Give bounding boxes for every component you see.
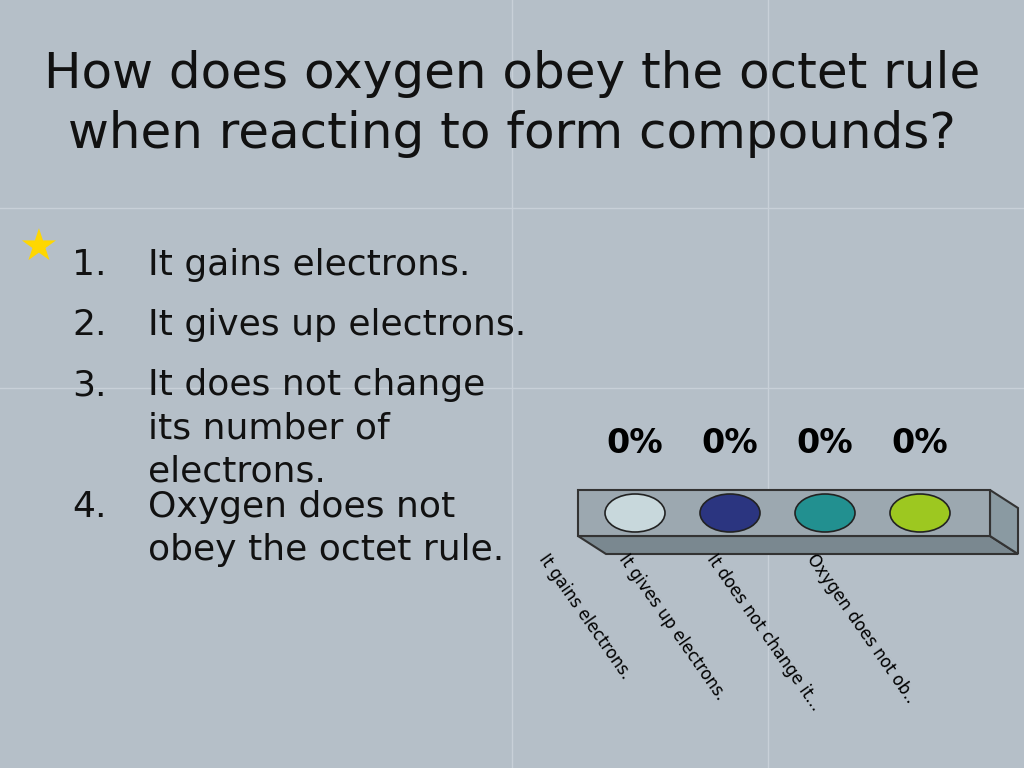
- Text: 0%: 0%: [892, 427, 948, 460]
- Text: 0%: 0%: [797, 427, 853, 460]
- Text: ★: ★: [18, 227, 58, 270]
- Text: It gains electrons.: It gains electrons.: [148, 248, 470, 282]
- Text: 1.: 1.: [72, 248, 106, 282]
- Text: It gains electrons.: It gains electrons.: [536, 551, 635, 683]
- Polygon shape: [990, 490, 1018, 554]
- Text: Oxygen does not
obey the octet rule.: Oxygen does not obey the octet rule.: [148, 490, 504, 568]
- Text: 0%: 0%: [701, 427, 759, 460]
- Polygon shape: [578, 490, 990, 536]
- Text: 2.: 2.: [72, 308, 106, 342]
- Text: How does oxygen obey the octet rule
when reacting to form compounds?: How does oxygen obey the octet rule when…: [44, 50, 980, 157]
- Text: 4.: 4.: [72, 490, 106, 524]
- Text: It does not change
its number of
electrons.: It does not change its number of electro…: [148, 368, 485, 489]
- Text: It does not change it...: It does not change it...: [703, 551, 825, 714]
- Text: 0%: 0%: [606, 427, 664, 460]
- Ellipse shape: [605, 494, 665, 532]
- Ellipse shape: [890, 494, 950, 532]
- Ellipse shape: [795, 494, 855, 532]
- Text: 3.: 3.: [72, 368, 106, 402]
- Text: Oxygen does not ob..: Oxygen does not ob..: [804, 551, 920, 707]
- Ellipse shape: [700, 494, 760, 532]
- Text: It gives up electrons.: It gives up electrons.: [615, 551, 730, 703]
- Text: It gives up electrons.: It gives up electrons.: [148, 308, 526, 342]
- Polygon shape: [578, 536, 1018, 554]
